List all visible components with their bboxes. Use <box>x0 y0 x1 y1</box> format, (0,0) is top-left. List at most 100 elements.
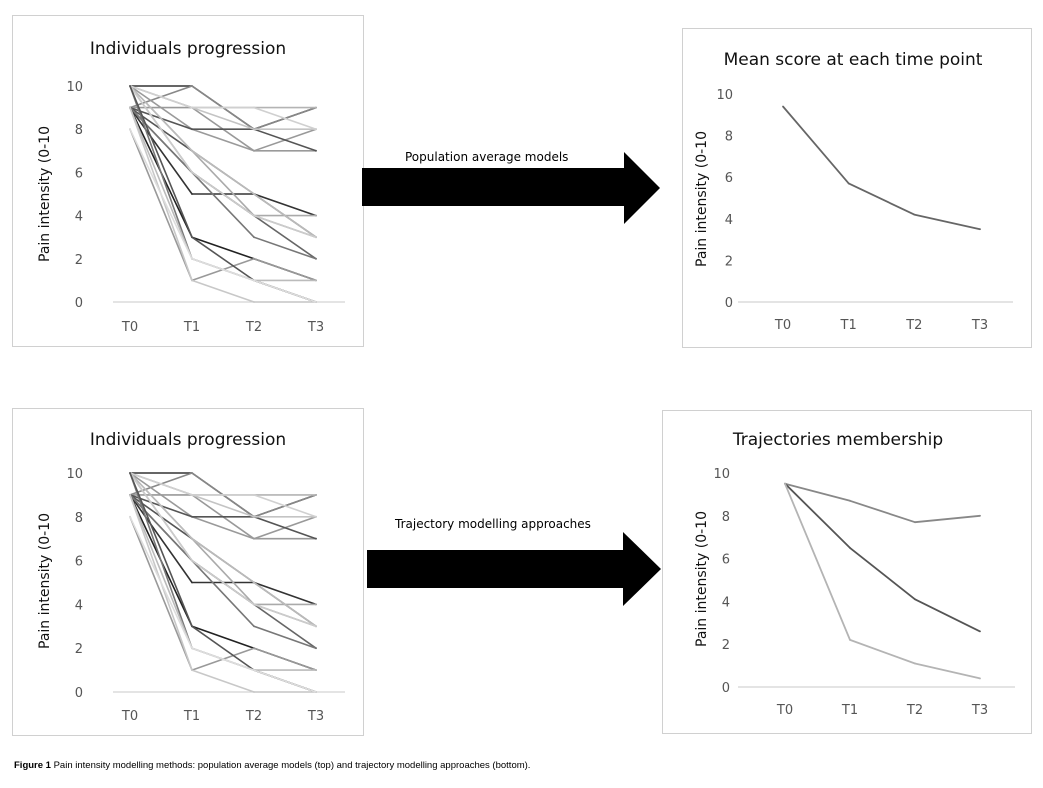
y-axis-label: Pain intensity (0-10 <box>694 131 710 267</box>
y-tick-label: 6 <box>75 555 83 570</box>
y-tick-label: 2 <box>725 254 733 269</box>
x-tick-label: T2 <box>906 703 923 718</box>
data-point <box>315 106 317 109</box>
series-line-23 <box>129 128 317 303</box>
chart-title: Individuals progression <box>90 430 286 450</box>
x-tick-label: T2 <box>905 318 922 333</box>
x-tick-label: T0 <box>776 703 793 718</box>
series-line-23 <box>129 516 317 693</box>
data-point <box>315 537 317 540</box>
series-line-8 <box>129 85 317 130</box>
data-point <box>253 279 255 282</box>
data-point <box>315 691 317 693</box>
y-tick-label: 10 <box>66 80 83 95</box>
series-line-8 <box>129 472 317 518</box>
chart-individuals-top: Individuals progression Pain intensity (0… <box>37 39 345 335</box>
series-line-15 <box>129 107 317 260</box>
series-line-2 <box>784 483 981 633</box>
data-point <box>914 598 916 601</box>
y-axis-label: Pain intensity (0-10 <box>37 126 53 262</box>
data-point <box>253 193 255 195</box>
data-point <box>191 537 193 540</box>
data-point <box>253 494 255 496</box>
chart-panel-mean-score: Mean score at each time point Pain intens… <box>682 28 1032 348</box>
data-point <box>129 515 131 518</box>
series-line-14 <box>129 85 317 238</box>
y-tick-label: 0 <box>722 681 730 696</box>
y-tick-label: 4 <box>725 213 733 228</box>
data-point <box>315 669 317 671</box>
data-point <box>191 257 193 260</box>
chart-mean-score: Mean score at each time point Pain intens… <box>694 50 1013 333</box>
data-point <box>191 106 193 109</box>
data-point <box>315 515 317 518</box>
y-tick-label: 0 <box>725 296 733 311</box>
data-point <box>253 581 255 584</box>
data-point <box>315 236 317 239</box>
data-point <box>129 472 131 474</box>
figure-label: Figure 1 <box>14 760 51 771</box>
data-point <box>914 521 916 524</box>
data-point <box>129 85 131 87</box>
series-line-5 <box>129 472 316 540</box>
x-tick-label: T0 <box>121 709 138 724</box>
data-point <box>849 639 851 641</box>
data-point <box>315 279 317 282</box>
data-point <box>315 128 317 131</box>
y-tick-label: 10 <box>66 467 83 482</box>
data-point <box>129 106 131 109</box>
data-point <box>191 559 193 562</box>
data-point <box>979 228 981 231</box>
figure-caption-text: Pain intensity modelling methods: popula… <box>53 760 531 771</box>
data-point <box>979 630 981 633</box>
data-point <box>979 677 981 680</box>
x-tick-label: T0 <box>774 318 791 333</box>
chart-title: Mean score at each time point <box>724 50 983 70</box>
y-tick-label: 10 <box>713 467 730 482</box>
y-tick-label: 6 <box>725 171 733 186</box>
data-point <box>253 515 255 518</box>
data-point <box>315 494 317 496</box>
chart-panel-trajectories: Trajectories membership Pain intensity (0… <box>662 410 1032 734</box>
x-tick-label: T3 <box>307 320 324 335</box>
data-point <box>191 625 193 628</box>
data-point <box>191 85 193 87</box>
data-point <box>253 236 255 239</box>
data-point <box>315 301 317 303</box>
y-tick-label: 8 <box>725 130 733 145</box>
data-point <box>849 547 851 549</box>
x-tick-label: T2 <box>245 709 262 724</box>
series-line-15 <box>129 494 317 649</box>
data-point <box>315 647 317 650</box>
y-tick-label: 2 <box>75 253 83 268</box>
arrow-bottom-shape <box>367 532 661 606</box>
data-point <box>191 128 193 131</box>
chart-individuals-bottom: Individuals progression Pain intensity (0… <box>37 430 345 724</box>
data-point <box>315 603 317 606</box>
data-point <box>849 499 851 502</box>
x-tick-label: T1 <box>183 320 200 335</box>
x-tick-label: T1 <box>183 709 200 724</box>
data-point <box>191 494 193 496</box>
data-point <box>253 691 255 693</box>
y-tick-label: 4 <box>75 598 83 613</box>
data-point <box>782 105 784 108</box>
data-point <box>979 514 981 517</box>
data-point <box>191 149 193 152</box>
y-tick-label: 8 <box>722 510 730 525</box>
series-line-16 <box>129 472 317 628</box>
series-line-1 <box>782 105 981 231</box>
data-point <box>315 214 317 217</box>
y-tick-label: 6 <box>722 553 730 568</box>
x-tick-label: T1 <box>840 318 857 333</box>
data-point <box>315 625 317 628</box>
series-line-16 <box>129 85 317 238</box>
series-line-14 <box>129 472 317 627</box>
data-point <box>191 279 193 282</box>
data-point <box>253 537 255 540</box>
data-point <box>253 128 255 131</box>
arrow-top-shape <box>362 152 660 224</box>
data-point <box>914 662 916 665</box>
data-point <box>191 193 193 195</box>
data-point <box>253 669 255 671</box>
